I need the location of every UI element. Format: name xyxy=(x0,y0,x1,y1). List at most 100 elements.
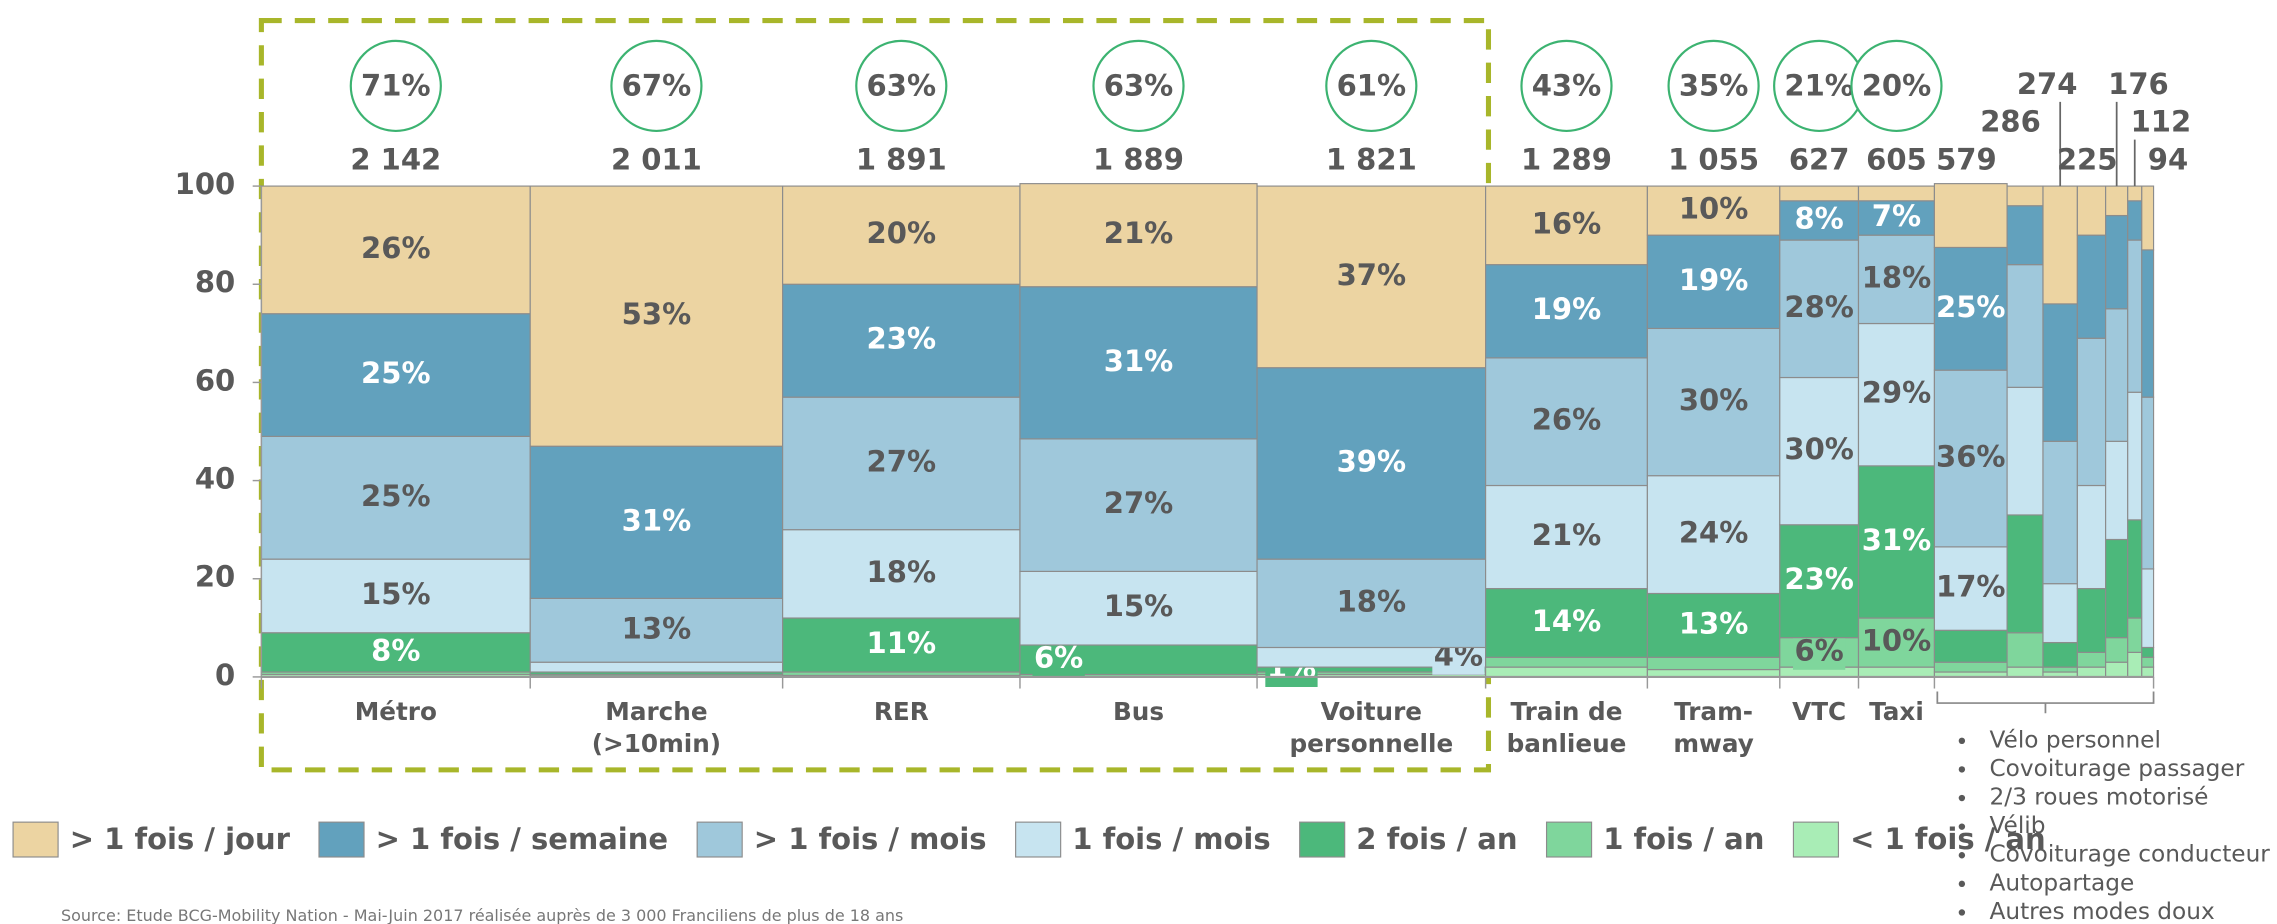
segment xyxy=(1646,475,1781,595)
legend-label: > 1 fois / jour xyxy=(70,822,291,856)
share-label: 21% xyxy=(1784,68,1854,102)
segment-label: 25% xyxy=(361,479,431,513)
legend-label: 1 fois / mois xyxy=(1072,822,1270,856)
segment xyxy=(1779,524,1860,639)
segment-label: 15% xyxy=(1104,589,1174,623)
legend-label: > 1 fois / mois xyxy=(754,822,987,856)
share-label: 63% xyxy=(1104,68,1174,102)
segment xyxy=(2127,519,2143,619)
segment-label: 14% xyxy=(1532,604,1602,638)
category-line: personnelle xyxy=(1289,729,1453,758)
segment xyxy=(2105,308,2129,442)
others-item: Vélib xyxy=(1989,812,2045,839)
legend-swatch xyxy=(1015,821,1062,858)
bullet xyxy=(1958,852,1966,859)
legend-swatch xyxy=(1545,821,1593,858)
segment xyxy=(1256,367,1487,560)
category-label: Voiture personnelle xyxy=(1289,697,1453,758)
bullet xyxy=(1958,823,1966,830)
segment xyxy=(529,185,784,447)
segment xyxy=(1933,369,2008,548)
bullet xyxy=(1958,794,1966,802)
segment-label: 13% xyxy=(622,611,692,645)
category-line: Taxi xyxy=(1869,697,1924,726)
segment xyxy=(529,445,784,599)
segment xyxy=(260,313,531,437)
legend-label: > 1 fois / semaine xyxy=(376,822,668,856)
segment-label: 17% xyxy=(1936,570,2006,604)
segment xyxy=(529,661,784,673)
category-label: RER xyxy=(874,697,929,726)
segment xyxy=(2141,666,2155,678)
segment-label: 8% xyxy=(1794,201,1843,235)
segment xyxy=(1779,200,1860,241)
share-label: 67% xyxy=(622,68,692,102)
share-circle xyxy=(1520,39,1613,132)
category-label: Taxi xyxy=(1869,697,1924,726)
segment-label: 31% xyxy=(1862,523,1932,557)
legend-swatch xyxy=(1299,821,1346,858)
segment-label: 30% xyxy=(1679,383,1749,417)
width-label: 176 xyxy=(2108,67,2169,101)
segment xyxy=(1485,666,1648,678)
legend-label: 2 fois / an xyxy=(1356,822,1517,856)
segment-label: 6% xyxy=(1034,641,1083,675)
segment-label: 18% xyxy=(1337,584,1407,618)
segment xyxy=(2076,666,2107,678)
segment xyxy=(2141,656,2155,668)
category-label: VTC xyxy=(1792,697,1846,726)
segment xyxy=(2105,538,2129,639)
segment xyxy=(2127,617,2143,653)
segment-label: 15% xyxy=(361,577,431,611)
segment-label: 8% xyxy=(371,633,420,667)
category-line: Train de xyxy=(1511,697,1623,726)
segment xyxy=(2105,637,2129,663)
share-circle xyxy=(1092,39,1185,132)
segment xyxy=(1857,234,1936,325)
segment-label: 23% xyxy=(1784,562,1854,596)
width-label: 579 xyxy=(1936,142,1997,176)
y-tick-label: 40 xyxy=(195,462,235,496)
segment xyxy=(1256,185,1487,369)
width-label: 2 142 xyxy=(350,142,441,176)
y-tick-label: 20 xyxy=(195,560,235,594)
segment xyxy=(2076,484,2107,590)
segment-label: 25% xyxy=(361,356,431,390)
segment xyxy=(1646,656,1781,671)
segment xyxy=(1933,246,2008,371)
segment-label: 10% xyxy=(1679,192,1749,226)
others-item: Autopartage xyxy=(1989,869,2134,896)
segment xyxy=(1857,200,1936,236)
segment xyxy=(1485,357,1648,487)
width-label: 1 891 xyxy=(856,142,947,176)
segment xyxy=(260,185,531,315)
segment xyxy=(782,185,1021,285)
segment xyxy=(2141,396,2155,570)
segment xyxy=(2141,568,2155,649)
width-label: 1 289 xyxy=(1521,142,1612,176)
segment xyxy=(2006,632,2044,668)
segment xyxy=(2006,205,2044,266)
segment-label: 30% xyxy=(1784,432,1854,466)
segment-label: 23% xyxy=(867,322,937,356)
y-tick-label: 100 xyxy=(175,167,236,201)
segment xyxy=(1857,465,1936,619)
segment xyxy=(2076,587,2107,653)
source: Source: Etude BCG-Mobility Nation - Mai-… xyxy=(61,906,903,924)
share-label: 43% xyxy=(1532,68,1602,102)
width-label: 94 xyxy=(2148,142,2188,176)
segment-label: 36% xyxy=(1936,440,2006,474)
segment-label: 24% xyxy=(1679,516,1749,550)
width-label: 1 821 xyxy=(1326,142,1417,176)
legend-swatch xyxy=(1792,821,1840,858)
segment xyxy=(1646,327,1781,477)
segment-label: 29% xyxy=(1862,376,1932,410)
segment xyxy=(2127,239,2143,393)
segment-label: 16% xyxy=(1532,206,1602,240)
segment-label: 19% xyxy=(1532,292,1602,326)
segment xyxy=(2042,440,2078,585)
segment xyxy=(1933,661,2008,673)
segment-label: 26% xyxy=(1532,403,1602,437)
segment xyxy=(1485,185,1648,266)
